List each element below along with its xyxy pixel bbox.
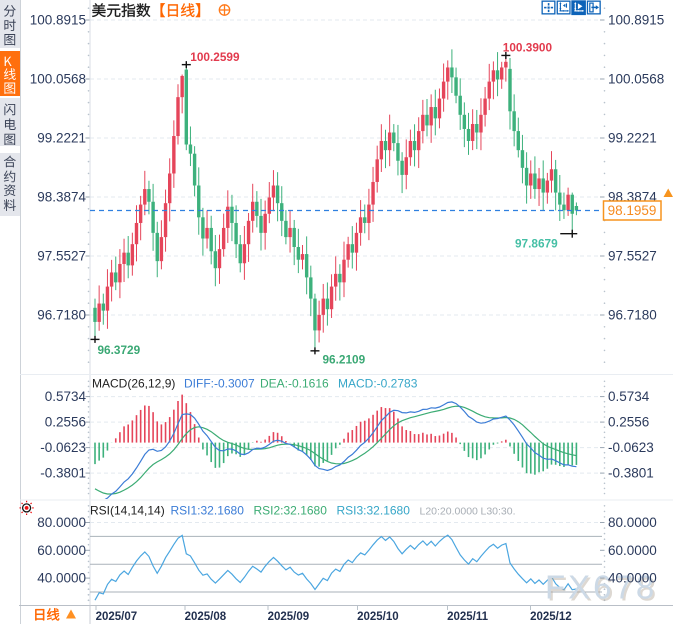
svg-text:-0.0623: -0.0623 [40,440,86,455]
svg-text:99.2221: 99.2221 [608,131,657,146]
svg-text:98.3874: 98.3874 [37,190,86,205]
svg-text:100.0568: 100.0568 [608,72,664,87]
svg-text:100.8915: 100.8915 [30,13,86,28]
svg-text:60.0000: 60.0000 [608,543,657,558]
svg-text:FX678: FX678 [547,571,659,608]
svg-text:97.8679: 97.8679 [515,237,558,251]
svg-text:96.2109: 96.2109 [323,353,366,367]
svg-text:96.3729: 96.3729 [98,343,141,357]
svg-text:40.0000: 40.0000 [37,571,86,586]
svg-text:0.2556: 0.2556 [608,415,649,430]
svg-text:0.5734: 0.5734 [45,389,87,404]
svg-text:40.0000: 40.0000 [608,571,657,586]
svg-text:0.2556: 0.2556 [45,415,86,430]
svg-text:-0.3801: -0.3801 [40,466,86,481]
svg-text:100.3900: 100.3900 [503,41,553,55]
svg-text:2025/11: 2025/11 [447,611,489,623]
svg-text:97.5527: 97.5527 [608,249,657,264]
svg-text:2025/09: 2025/09 [268,611,310,623]
svg-text:100.2599: 100.2599 [190,50,240,64]
svg-text:2025/12: 2025/12 [530,611,572,623]
svg-text:2025/10: 2025/10 [357,611,399,623]
svg-text:100.0568: 100.0568 [30,72,86,87]
svg-text:80.0000: 80.0000 [608,515,657,530]
svg-text:100.8915: 100.8915 [608,13,664,28]
svg-text:-0.3801: -0.3801 [608,466,654,481]
svg-text:96.7180: 96.7180 [37,308,86,323]
svg-text:2025/08: 2025/08 [185,611,227,623]
svg-text:FX678: FX678 [545,569,657,606]
svg-text:0.5734: 0.5734 [608,389,650,404]
svg-text:97.5527: 97.5527 [37,249,86,264]
svg-text:-0.0623: -0.0623 [608,440,654,455]
svg-text:60.0000: 60.0000 [37,543,86,558]
svg-text:80.0000: 80.0000 [37,515,86,530]
svg-text:98.1959: 98.1959 [608,203,657,218]
svg-text:99.2221: 99.2221 [37,131,86,146]
svg-text:96.7180: 96.7180 [608,308,657,323]
svg-text:2025/07: 2025/07 [96,611,138,623]
